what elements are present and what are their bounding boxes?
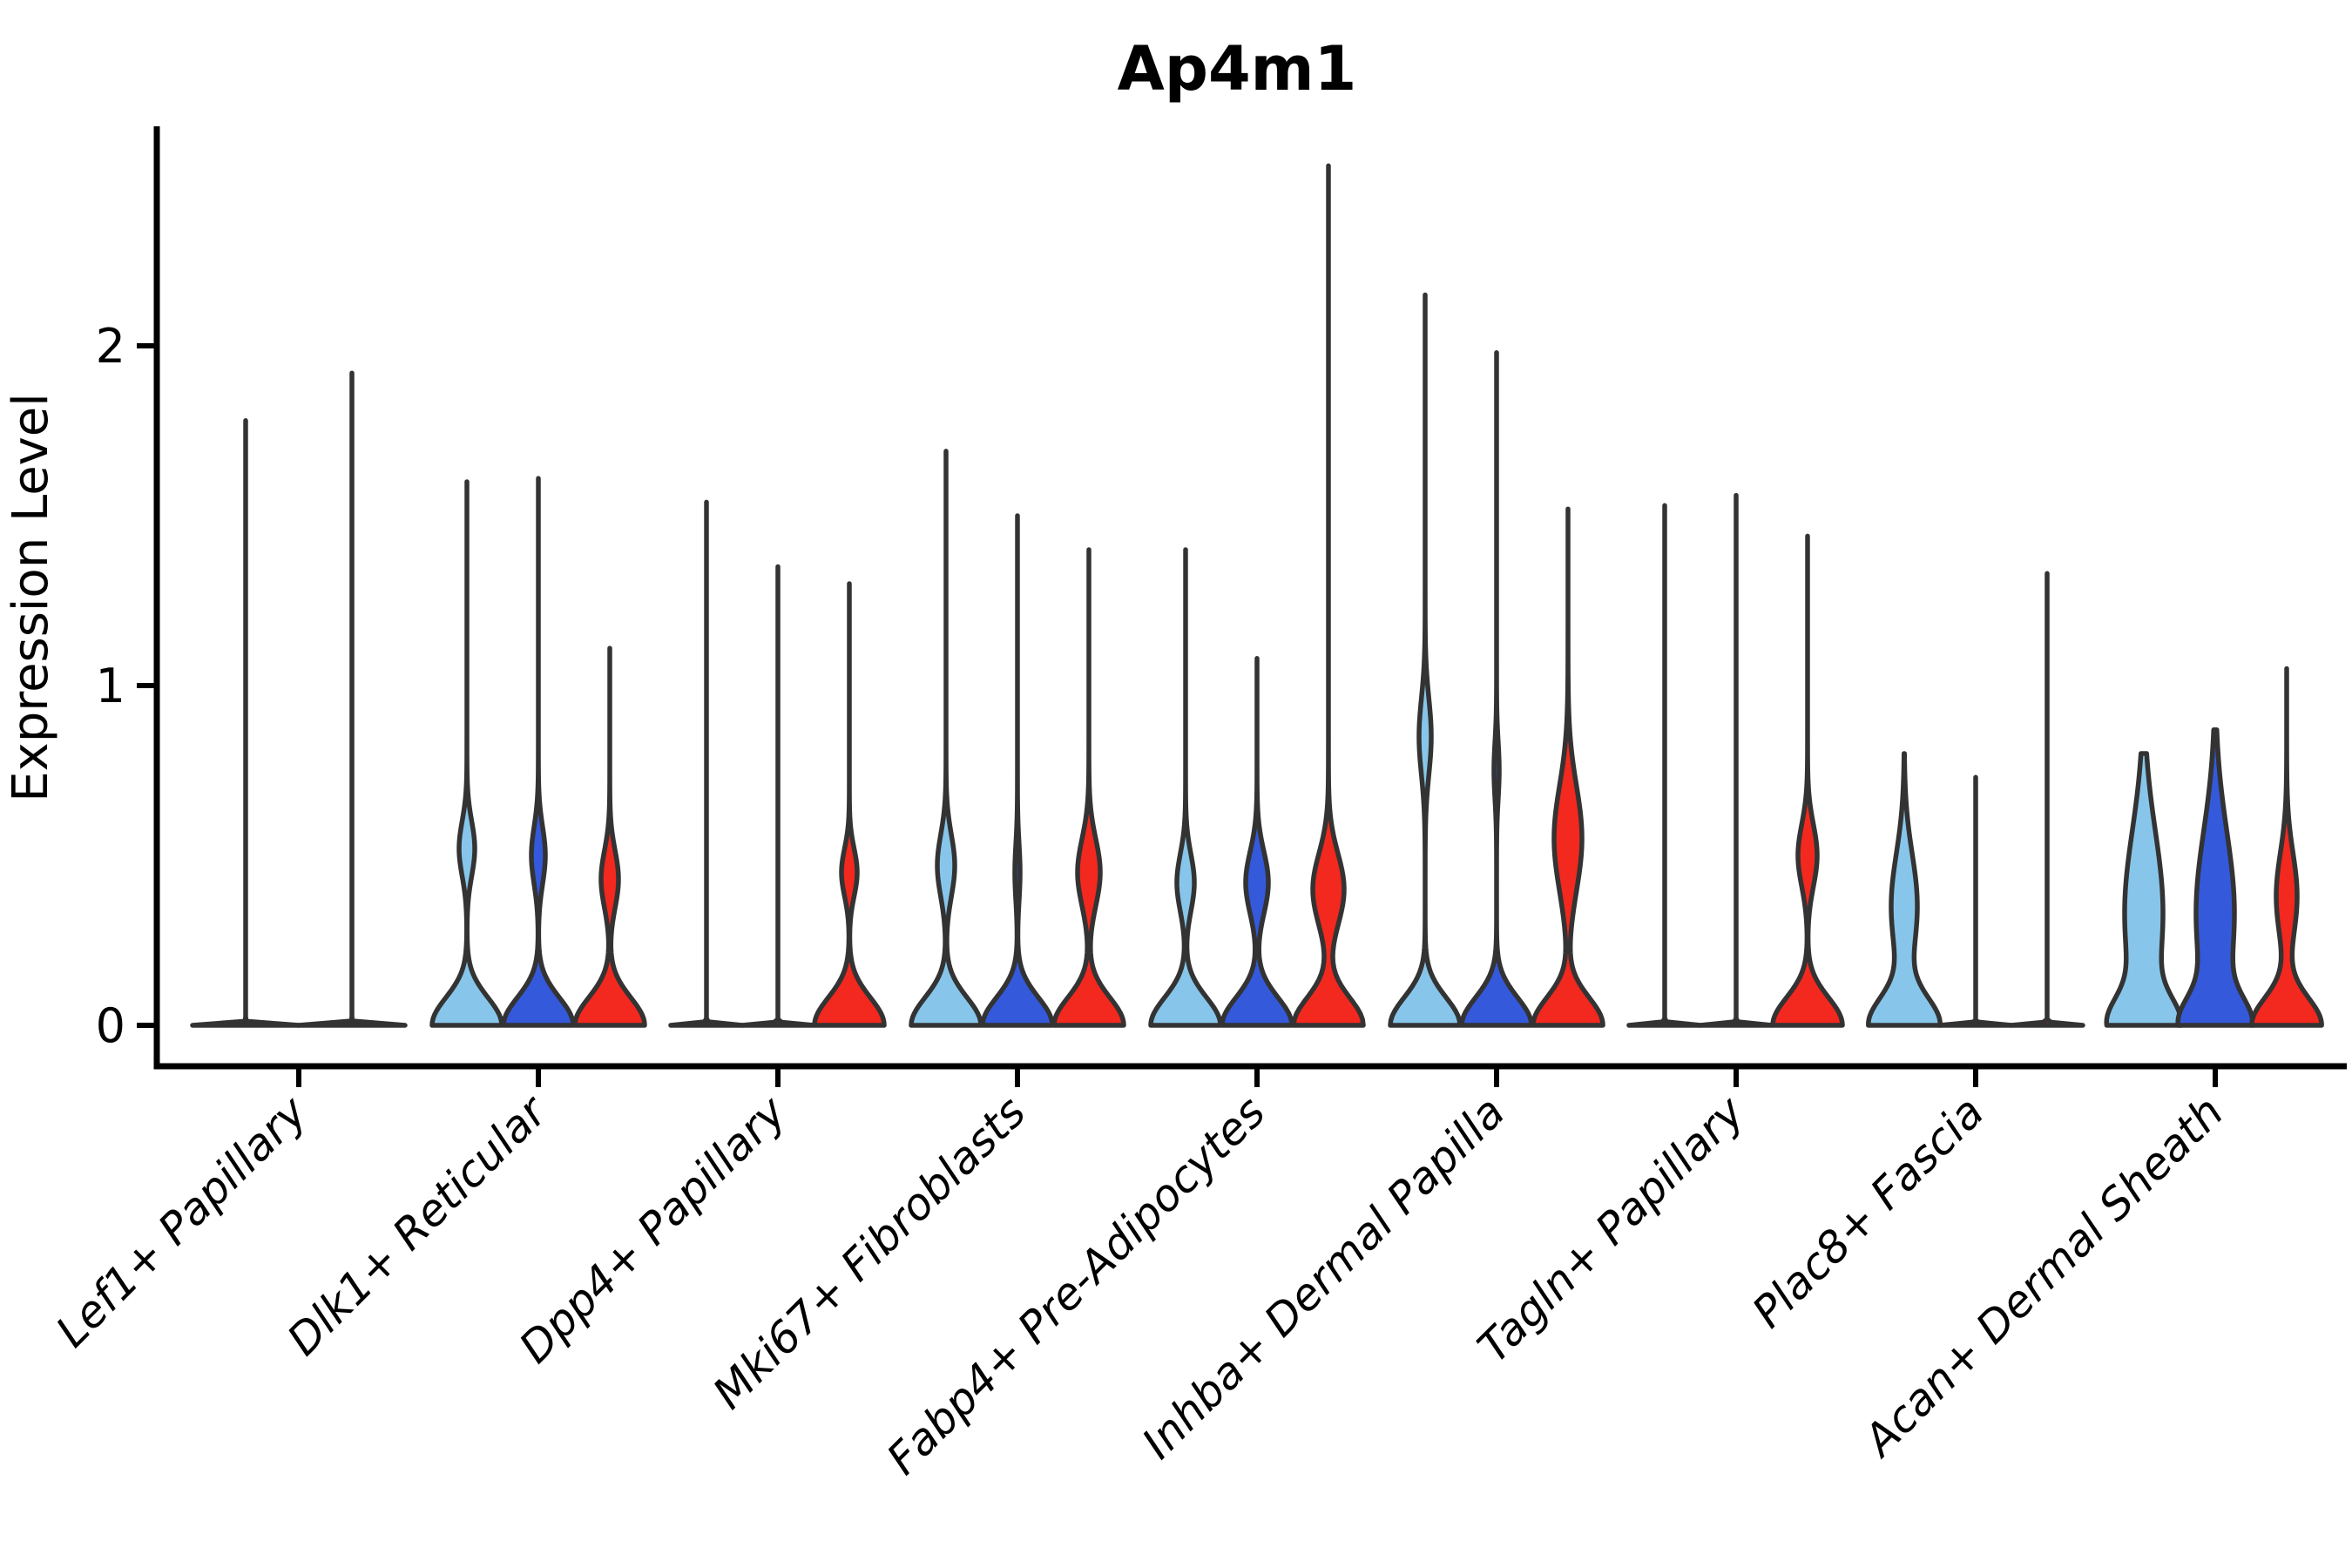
chart-title: Ap4m1 [1118, 33, 1357, 105]
violin-tagln-papillary-blue [1698, 492, 1774, 1028]
x-tick-label: Lef1+ Papillary [46, 1085, 317, 1356]
x-tick-label: Dpp4+ Papillary [510, 1085, 796, 1372]
violins-layer [190, 163, 2324, 1028]
violin-fabp4-pre-adipocytes-red [1291, 163, 1366, 1028]
violin-dpp4-papillary-blue [740, 564, 816, 1028]
y-tick-label: 0 [96, 998, 125, 1053]
x-tick-label: Plac8+ Fascia [1743, 1086, 1994, 1337]
violin-lef1-papillary-lightblue [190, 418, 301, 1028]
violin-acan-dermal-sheath-lightblue [2104, 751, 2184, 1028]
violin-inhba-dermal-papilla-red [1531, 506, 1605, 1028]
violin-acan-dermal-sheath-blue [2175, 727, 2255, 1028]
violin-dlk1-reticular-blue [501, 476, 576, 1028]
violin-acan-dermal-sheath-red [2249, 666, 2324, 1028]
violin-lef1-papillary-blue [296, 370, 408, 1028]
violin-mki67-fibroblasts-lightblue [909, 449, 983, 1028]
violin-inhba-dermal-papilla-lightblue [1388, 292, 1463, 1028]
violin-plac8-fascia-blue [1937, 774, 2014, 1028]
violin-plac8-fascia-red [2009, 571, 2085, 1028]
violin-plac8-fascia-lightblue [1866, 751, 1943, 1028]
violin-tagln-papillary-red [1770, 533, 1845, 1028]
y-tick-label: 2 [96, 319, 125, 374]
violin-tagln-papillary-lightblue [1626, 503, 1703, 1028]
x-tick-label: Dlk1+ Reticular [278, 1085, 558, 1365]
violin-dlk1-reticular-red [572, 645, 647, 1028]
violin-mki67-fibroblasts-blue [980, 513, 1055, 1028]
y-tick-label: 1 [96, 659, 125, 713]
y-axis-label: Expression Level [3, 393, 59, 802]
x-tick-label: Tagln+ Papillary [1468, 1085, 1754, 1372]
violin-dlk1-reticular-lightblue [429, 479, 504, 1028]
violin-dpp4-papillary-lightblue [668, 499, 745, 1028]
violin-fabp4-pre-adipocytes-blue [1220, 656, 1294, 1028]
violin-mki67-fibroblasts-red [1051, 547, 1126, 1028]
violin-dpp4-papillary-red [812, 581, 887, 1028]
violin-fabp4-pre-adipocytes-lightblue [1148, 547, 1223, 1028]
x-tick-label: Fabp4+ Pre-Adipocytes [877, 1086, 1275, 1484]
axes-layer: 0 1 2 [96, 126, 2347, 1070]
violin-inhba-dermal-papilla-blue [1459, 350, 1534, 1028]
